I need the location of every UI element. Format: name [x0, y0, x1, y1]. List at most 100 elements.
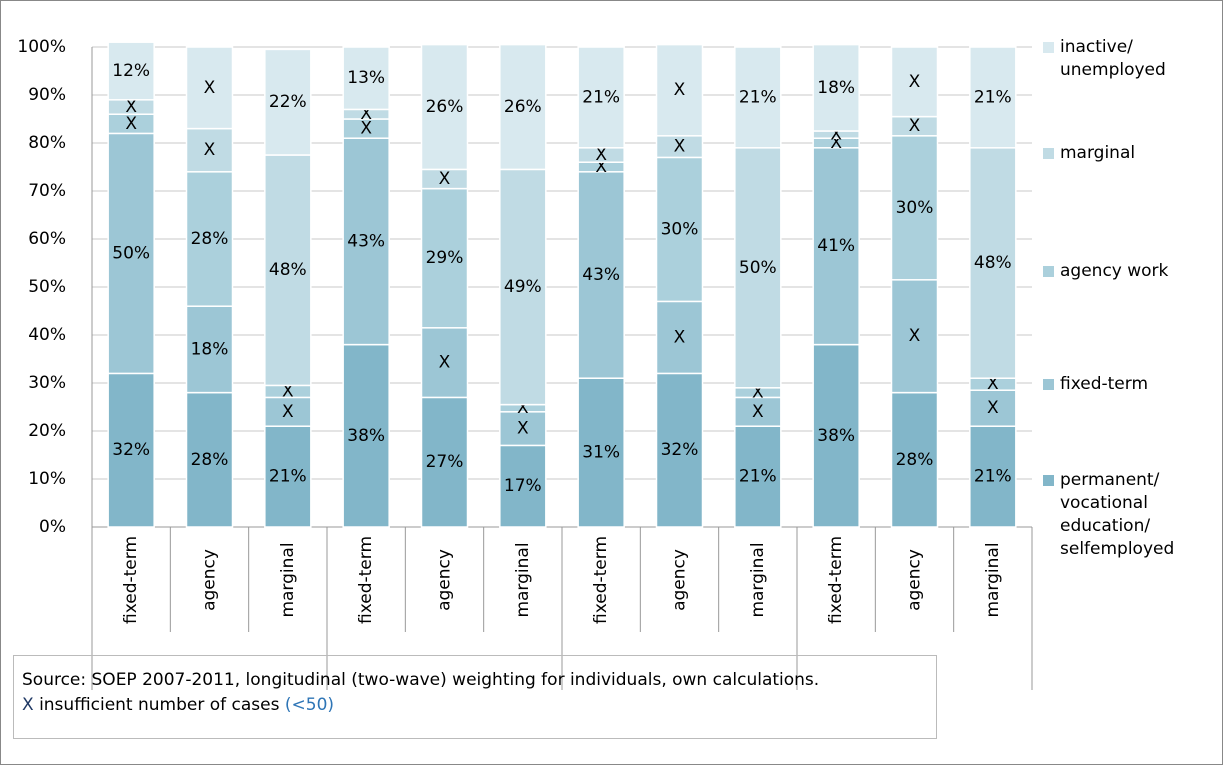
- bar-segment: [812, 343, 860, 528]
- data-label: 18%: [817, 78, 855, 98]
- bar-segment: [264, 48, 312, 156]
- x-tick-label: marginal: [748, 542, 768, 617]
- data-label: X: [674, 80, 686, 100]
- legend-swatch: [1043, 148, 1054, 159]
- data-label: 43%: [347, 231, 385, 251]
- data-label: 30%: [661, 219, 699, 239]
- data-label: X: [439, 353, 451, 373]
- marker-cases: (<50): [284, 695, 335, 715]
- data-label: 21%: [974, 87, 1012, 107]
- x-tick-label: fixed-term: [591, 536, 611, 624]
- footnote: Source: SOEP 2007-2011, longitudinal (tw…: [13, 655, 937, 739]
- data-label: X: [125, 114, 137, 134]
- marker: X: [22, 695, 34, 715]
- bar-segment: [107, 41, 155, 101]
- bar-segment: [264, 154, 312, 387]
- data-label: X: [909, 116, 921, 136]
- data-label: X: [909, 72, 921, 92]
- data-label: 48%: [269, 260, 307, 280]
- y-tick-label: 80%: [28, 133, 66, 153]
- bar-segment: [185, 391, 234, 528]
- y-tick-label: 40%: [28, 325, 66, 345]
- bar-segment: [185, 305, 234, 394]
- legend-label: agency work: [1060, 261, 1169, 281]
- legend-swatch: [1043, 379, 1054, 390]
- y-tick-label: 0%: [39, 517, 66, 537]
- data-label: 28%: [191, 450, 229, 470]
- legend-label: fixed-term: [1060, 374, 1149, 394]
- bar-segment: [107, 132, 155, 375]
- y-tick-label: 90%: [28, 85, 66, 105]
- data-label: 28%: [896, 450, 934, 470]
- y-tick-label: 20%: [28, 421, 66, 441]
- bar-segment: [655, 300, 704, 375]
- data-label: X: [360, 119, 372, 139]
- source-note: Source: SOEP 2007-2011, longitudinal (tw…: [22, 670, 820, 690]
- data-label: 21%: [739, 87, 777, 107]
- bar-segment: [264, 396, 312, 427]
- bar-segment: [420, 43, 469, 171]
- data-label: X: [595, 145, 607, 165]
- data-label: X: [752, 402, 764, 422]
- legend-label: marginal: [1060, 143, 1136, 163]
- y-tick-label: 60%: [28, 229, 66, 249]
- bar-segment: [890, 279, 939, 394]
- data-label: X: [674, 137, 686, 157]
- marker-text: insufficient number of cases: [39, 695, 280, 715]
- data-label: X: [204, 78, 216, 98]
- bar-segment: [969, 425, 1017, 528]
- y-tick-label: 50%: [28, 277, 66, 297]
- data-label: 29%: [426, 248, 464, 268]
- data-label: X: [282, 402, 294, 422]
- data-label: X: [987, 374, 999, 394]
- bar-segment: [655, 156, 704, 303]
- data-label: 41%: [817, 236, 855, 256]
- data-label: 32%: [112, 440, 150, 460]
- bar-segment: [499, 168, 547, 406]
- x-tick-label: marginal: [983, 542, 1003, 617]
- y-tick-label: 30%: [28, 373, 66, 393]
- bar-segment: [420, 396, 469, 528]
- data-label: 21%: [739, 467, 777, 487]
- data-label: X: [987, 398, 999, 418]
- data-label: 18%: [191, 339, 229, 359]
- y-tick-label: 10%: [28, 469, 66, 489]
- x-tick-label: fixed-term: [121, 536, 141, 624]
- data-label: 21%: [582, 87, 620, 107]
- data-label: X: [125, 97, 137, 117]
- data-label: 12%: [112, 61, 150, 81]
- marker-note: X insufficient number of cases (<50): [22, 693, 936, 718]
- bar-segment: [655, 43, 704, 137]
- bar-segment: [499, 411, 547, 447]
- bar-segment: [185, 127, 234, 173]
- data-label: 50%: [739, 258, 777, 278]
- bar-segment: [185, 171, 234, 307]
- data-label: 21%: [269, 467, 307, 487]
- x-tick-label: marginal: [278, 542, 298, 617]
- x-tick-label: agency: [435, 549, 455, 611]
- data-label: 13%: [347, 68, 385, 88]
- legend-swatch: [1043, 475, 1054, 486]
- x-tick-label: fixed-term: [826, 536, 846, 624]
- legend-swatch: [1043, 266, 1054, 277]
- data-label: X: [282, 381, 294, 401]
- x-tick-label: agency: [905, 549, 925, 611]
- data-label: 31%: [582, 443, 620, 463]
- data-label: 26%: [504, 97, 542, 117]
- bar-segment: [185, 46, 234, 130]
- bar-segment: [969, 147, 1017, 379]
- data-label: X: [674, 327, 686, 347]
- x-tick-label: agency: [670, 549, 690, 611]
- data-label: 21%: [974, 467, 1012, 487]
- x-tick-label: agency: [200, 549, 220, 611]
- data-label: 50%: [112, 243, 150, 263]
- bar-segment: [969, 389, 1017, 427]
- y-tick-label: 100%: [17, 37, 66, 57]
- bar-segment: [577, 46, 625, 149]
- bar-segment: [264, 425, 312, 528]
- data-label: X: [909, 326, 921, 346]
- bar-segment: [890, 46, 939, 118]
- bar-segment: [812, 43, 860, 132]
- x-tick-label: marginal: [513, 542, 533, 617]
